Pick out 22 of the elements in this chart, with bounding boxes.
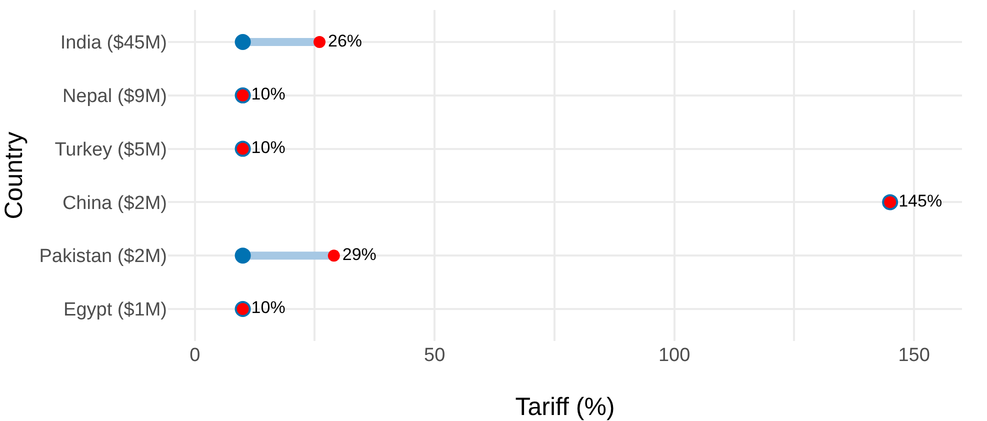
y-tick-label: Turkey ($5M)	[54, 139, 167, 160]
y-tick-label: Nepal ($9M)	[62, 86, 167, 108]
data-label: 26%	[328, 31, 362, 50]
x-axis-title: Tariff (%)	[515, 393, 615, 421]
y-tick-label: India ($45M)	[60, 32, 167, 54]
y-tick-label: Pakistan ($2M)	[39, 246, 167, 268]
data-label: 10%	[251, 298, 286, 318]
x-tick-label: 100	[658, 345, 690, 366]
y-tick-label: China ($2M)	[62, 192, 167, 214]
point	[234, 34, 251, 50]
x-tick-label: 150	[898, 345, 930, 366]
x-tick-label: 50	[424, 345, 446, 366]
point	[314, 36, 326, 48]
y-tick-label: Egypt ($1M)	[64, 300, 167, 321]
data-label: 29%	[342, 244, 376, 264]
data-label: 10%	[251, 138, 286, 158]
x-tick-label: 0	[190, 345, 200, 366]
point	[234, 248, 251, 264]
y-axis-title: Country	[0, 131, 28, 220]
data-label: 10%	[251, 84, 286, 104]
data-label: 145%	[898, 191, 942, 210]
point	[328, 250, 340, 262]
